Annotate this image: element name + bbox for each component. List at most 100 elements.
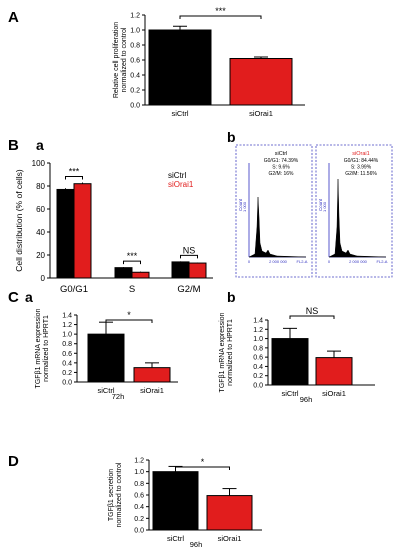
flow-histogram [328, 178, 387, 258]
panel-label-D: D [8, 453, 19, 470]
y-tick-label-Cb: 1.4 [253, 318, 263, 325]
sig-Ba-bracket [180, 254, 198, 259]
sig-Ca-significance: * [127, 310, 131, 320]
panel-label-Ca: a [25, 289, 33, 305]
y-tick-label-D: 0.6 [134, 493, 144, 500]
flow-stat: G2/M: 16% [268, 171, 294, 177]
flow-y-label: Count [238, 198, 243, 211]
sig-Ba-significance: *** [127, 251, 138, 261]
sig-D-bracket [175, 466, 230, 470]
y-tick-label-A: 0.8 [130, 43, 140, 50]
sig-Ba-significance: NS [183, 245, 196, 255]
sig-Ca-bracket [105, 319, 153, 323]
y-axis-label-D: TGFβ1 secretionnormalized to control [108, 462, 123, 527]
y-tick-label-Ca: 0.8 [62, 341, 72, 348]
sig-Cb-bracket [289, 315, 335, 319]
sig-Ba-bracket [65, 176, 83, 180]
y-tick-label-A: 1.0 [130, 28, 140, 35]
x-tick-label-Ba: G0/G1 [60, 284, 88, 295]
flow-x-tick: 2 000 000 [349, 259, 368, 264]
sig-D-significance: * [201, 457, 205, 467]
bar-A-siCtrl [148, 29, 212, 106]
bar-Ba-G2/M-siOrai1 [188, 262, 207, 279]
flow-y-tick: 1 000 [242, 201, 247, 212]
bar-D-siCtrl [152, 471, 199, 531]
x-tick-label-Cb: siCtrl [281, 389, 298, 398]
flow-y-tick: 1 000 [322, 201, 327, 212]
y-tick-label-D: 1.2 [134, 458, 144, 465]
y-tick-label-Ca: 0.6 [62, 351, 72, 358]
flow-stat: G2/M: 11.56% [345, 171, 377, 177]
panel-label-Ba: a [36, 137, 44, 153]
y-tick-label-D: 0.4 [134, 504, 144, 511]
flow-x-label: FL2-A [297, 259, 308, 264]
y-axis-label-Cb: TGFβ1 mRNA expressionnormalized to HPRT1 [219, 312, 234, 392]
y-tick-label-Ca: 1.0 [62, 332, 72, 339]
x-tick-label-A: siOrai1 [249, 109, 273, 118]
flow-stat: S: 9.6% [272, 165, 290, 171]
y-tick-label-A: 0.0 [130, 103, 140, 110]
y-axis-label-Ca: TGFβ1 mRNA expressionnormalized to HPRT1 [35, 308, 50, 388]
flow-stat: G0/G1: 84.44% [344, 158, 379, 164]
y-tick-label-Ca: 1.2 [62, 322, 72, 329]
sig-Ba-bracket [123, 260, 141, 265]
y-tick-label-Ca: 0.2 [62, 370, 72, 377]
timepoint-label-Cb: 96h [300, 395, 313, 404]
sig-Cb-significance: NS [306, 306, 319, 316]
sig-Ba-significance: *** [69, 167, 80, 177]
bar-Ba-G0/G1-siOrai1 [73, 183, 92, 279]
panel-label-A: A [8, 9, 19, 26]
bar-Cb-siOrai1 [315, 357, 353, 386]
sig-A-significance: *** [215, 6, 226, 16]
timepoint-label-D: 96h [190, 540, 203, 549]
y-tick-label-Ca: 0.4 [62, 360, 72, 367]
x-tick-label-D: siCtrl [167, 534, 184, 543]
bar-D-siOrai1 [206, 495, 253, 531]
flow-stat: S: 3.99% [351, 165, 372, 171]
bar-Ca-siCtrl [87, 333, 125, 383]
y-tick-label-A: 1.2 [130, 13, 140, 20]
flow-y-label: Count [318, 198, 323, 211]
x-tick-label-Cb: siOrai1 [322, 389, 346, 398]
y-tick-label-Ca: 1.4 [62, 313, 72, 320]
panel-label-Bb: b [227, 129, 236, 145]
y-axis-label-Ba: Cell distribution (% of cells) [14, 169, 24, 272]
bar-Ba-G0/G1-siCtrl [56, 188, 75, 279]
x-tick-label-D: siOrai1 [218, 534, 242, 543]
y-tick-label-Ba: 0 [41, 274, 46, 283]
y-tick-label-Cb: 1.0 [253, 336, 263, 343]
y-tick-label-Ba: 80 [36, 182, 45, 191]
y-tick-label-A: 0.2 [130, 88, 140, 95]
bar-A-siOrai1 [229, 58, 293, 106]
legend-siOrai1: siOrai1 [168, 180, 194, 189]
timepoint-label-Ca: 72h [112, 392, 125, 401]
bar-Ba-G2/M-siCtrl [171, 261, 190, 279]
bar-Ca-siOrai1 [133, 367, 171, 383]
panel-label-Cb: b [227, 289, 236, 305]
flow-x-tick: 2 000 000 [269, 259, 288, 264]
flow-x-label: FL2-A [377, 259, 388, 264]
flow-title: siOrai1 [352, 151, 369, 157]
flow-title: siCtrl [275, 151, 288, 157]
panel-label-C: C [8, 289, 19, 306]
flow-x-zero: 0 [248, 259, 251, 264]
y-tick-label-Ba: 100 [32, 159, 46, 168]
y-tick-label-Cb: 0.2 [253, 373, 263, 380]
x-tick-label-A: siCtrl [171, 109, 188, 118]
y-tick-label-Ca: 0.0 [62, 380, 72, 387]
x-tick-label-Ba: G2/M [177, 284, 200, 295]
bar-Cb-siCtrl [271, 338, 309, 386]
y-tick-label-D: 1.0 [134, 469, 144, 476]
y-tick-label-Cb: 0.4 [253, 364, 263, 371]
y-tick-label-Ba: 40 [36, 228, 45, 237]
x-tick-label-Ca: siOrai1 [140, 386, 164, 395]
y-tick-label-A: 0.4 [130, 73, 140, 80]
x-tick-label-Ca: siCtrl [97, 386, 114, 395]
y-tick-label-Cb: 0.6 [253, 355, 263, 362]
flow-x-zero: 0 [328, 259, 331, 264]
y-tick-label-D: 0.0 [134, 528, 144, 535]
bar-Ba-S-siOrai1 [131, 271, 150, 279]
flow-stat: G0/G1: 74.39% [264, 158, 299, 164]
sig-A-bracket [179, 15, 262, 19]
